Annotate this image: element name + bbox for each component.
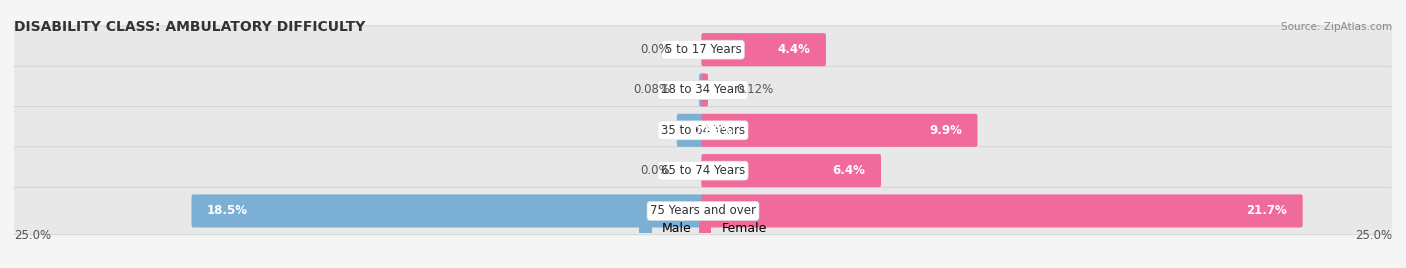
FancyBboxPatch shape — [11, 66, 1395, 114]
Text: 5 to 17 Years: 5 to 17 Years — [665, 43, 741, 56]
FancyBboxPatch shape — [702, 114, 977, 147]
Text: 0.89%: 0.89% — [692, 124, 734, 137]
FancyBboxPatch shape — [11, 106, 1395, 154]
Text: 25.0%: 25.0% — [14, 229, 51, 243]
Text: 4.4%: 4.4% — [778, 43, 810, 56]
FancyBboxPatch shape — [191, 194, 704, 228]
Text: Source: ZipAtlas.com: Source: ZipAtlas.com — [1281, 23, 1392, 32]
FancyBboxPatch shape — [11, 187, 1395, 235]
Text: 0.0%: 0.0% — [640, 43, 669, 56]
Legend: Male, Female: Male, Female — [640, 222, 766, 235]
FancyBboxPatch shape — [702, 154, 882, 187]
Text: 25.0%: 25.0% — [1355, 229, 1392, 243]
FancyBboxPatch shape — [702, 73, 709, 106]
Text: 0.08%: 0.08% — [633, 84, 669, 96]
FancyBboxPatch shape — [699, 73, 704, 106]
Text: 18.5%: 18.5% — [207, 204, 247, 217]
FancyBboxPatch shape — [676, 114, 704, 147]
Text: 65 to 74 Years: 65 to 74 Years — [661, 164, 745, 177]
Text: 9.9%: 9.9% — [929, 124, 962, 137]
FancyBboxPatch shape — [702, 33, 825, 66]
Text: 35 to 64 Years: 35 to 64 Years — [661, 124, 745, 137]
Text: 6.4%: 6.4% — [832, 164, 866, 177]
FancyBboxPatch shape — [11, 26, 1395, 73]
Text: 18 to 34 Years: 18 to 34 Years — [661, 84, 745, 96]
Text: 0.12%: 0.12% — [737, 84, 773, 96]
Text: 21.7%: 21.7% — [1247, 204, 1288, 217]
Text: DISABILITY CLASS: AMBULATORY DIFFICULTY: DISABILITY CLASS: AMBULATORY DIFFICULTY — [14, 20, 366, 35]
FancyBboxPatch shape — [11, 147, 1395, 194]
FancyBboxPatch shape — [702, 194, 1302, 228]
Text: 0.0%: 0.0% — [640, 164, 669, 177]
Text: 75 Years and over: 75 Years and over — [650, 204, 756, 217]
